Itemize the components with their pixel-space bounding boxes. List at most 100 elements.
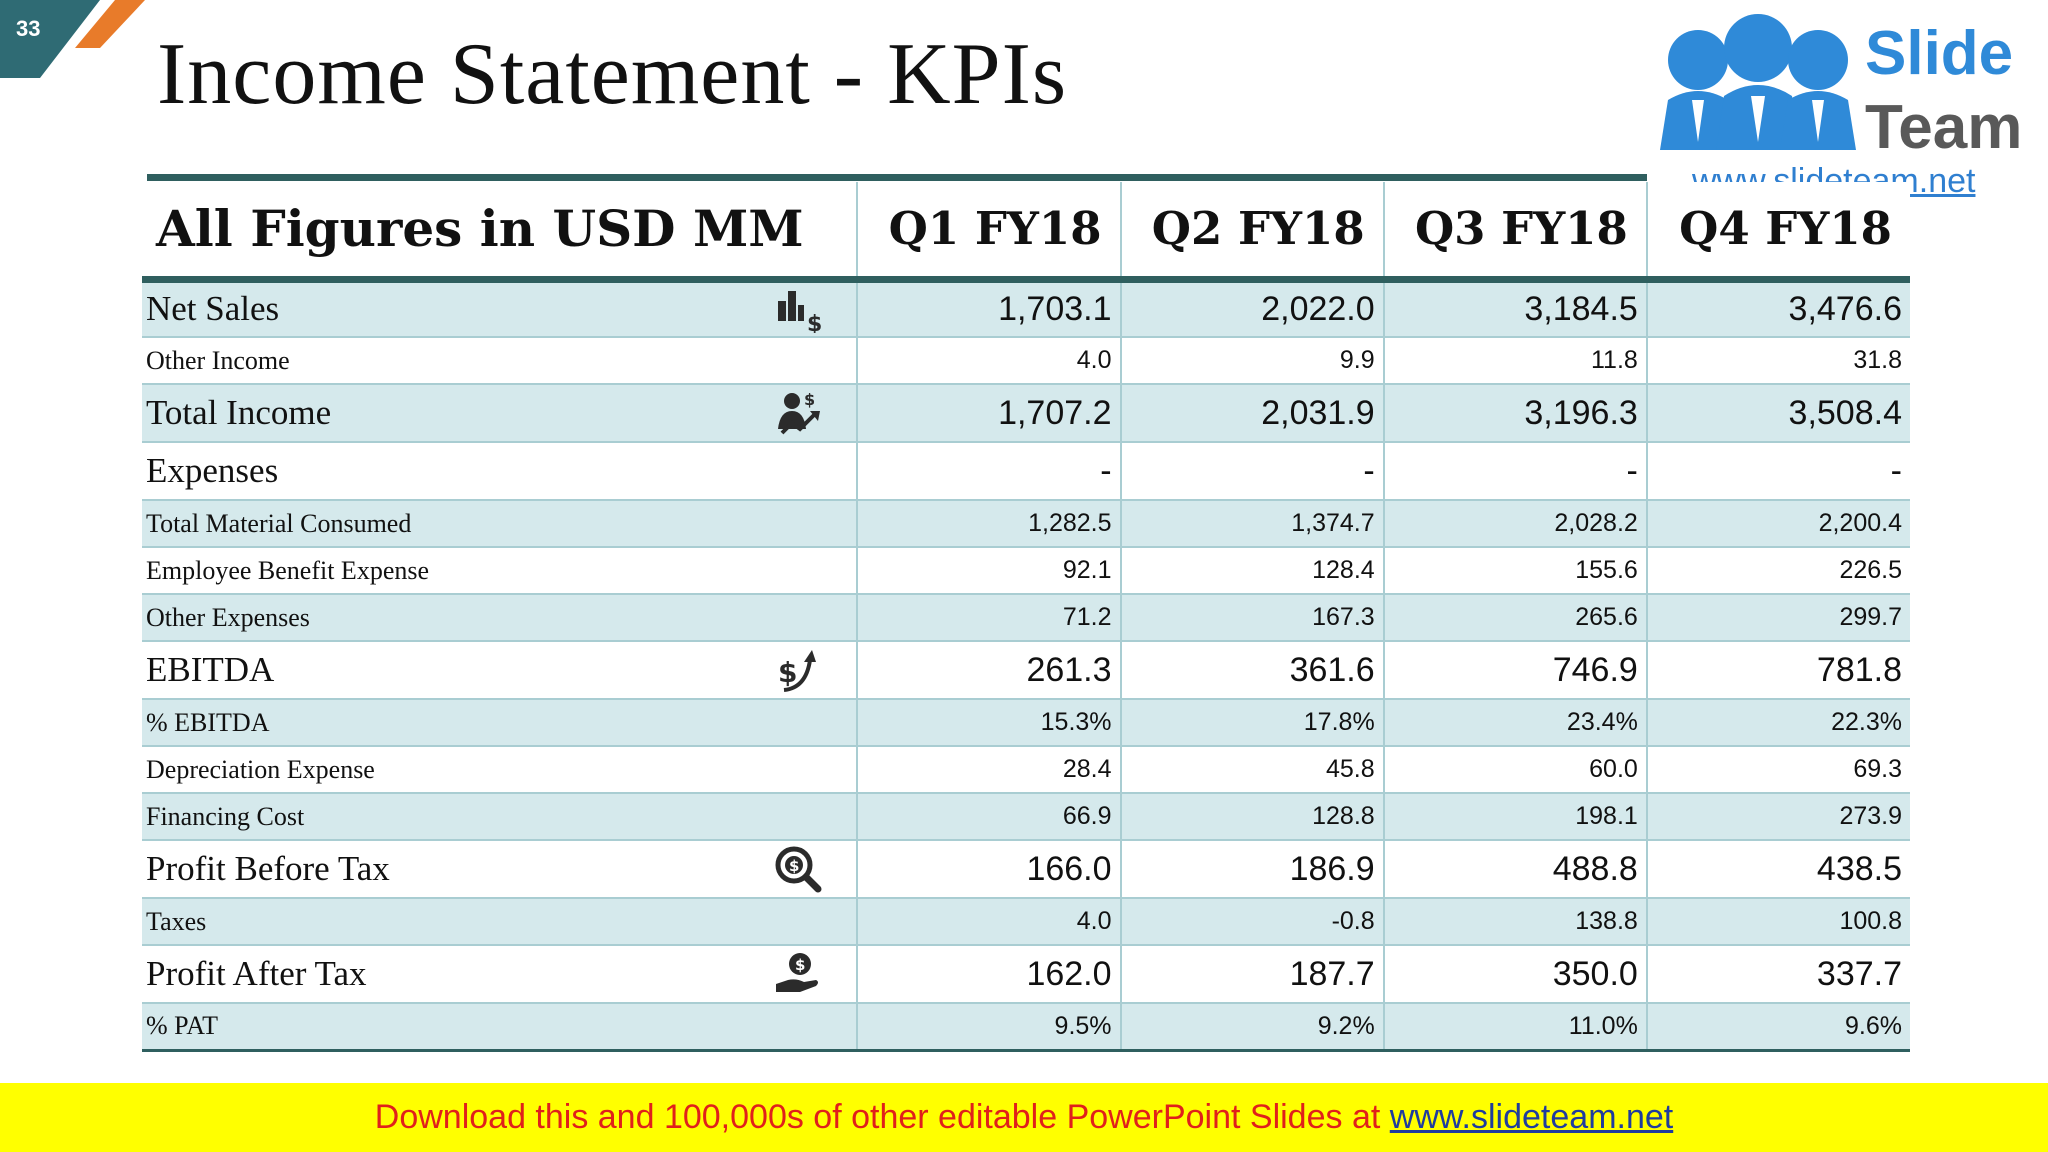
team-people-icon [1660,14,1856,150]
cell-q2: 128.4 [1119,547,1384,595]
svg-text:$: $ [778,656,797,689]
svg-text:$: $ [807,312,822,333]
row-label-text: Other Expenses [146,602,310,632]
row-label-text: Depreciation Expense [146,754,375,784]
bar-chart-dollar-icon: $ [778,291,822,333]
cell-q2: 17.8% [1119,699,1384,747]
cell-q2: 2,022.0 [1119,279,1384,338]
income-statement-table: All Figures in USD MM Q1 FY18 Q2 FY18 Q3… [142,182,1910,1052]
row-label: Other Expenses [142,594,858,642]
cell-q2: -0.8 [1119,898,1384,946]
cell-q3: 2,028.2 [1382,500,1647,548]
cell-q1: 9.5% [856,1003,1121,1052]
row-label-text: Total Material Consumed [146,508,412,538]
cell-q3: 198.1 [1382,793,1647,841]
cell-q4: 3,508.4 [1645,384,1910,443]
cell-q1: 1,707.2 [856,384,1121,443]
table-row: EBITDA $261.3 361.6 746.9 781.8 [142,641,1910,700]
person-dollar-growth-icon: $ [778,390,821,435]
cell-q3: 746.9 [1382,641,1647,700]
logo-word-team: Team [1865,93,2023,162]
column-header-q1: Q1 FY18 [856,182,1121,283]
table-row: Taxes 4.0 -0.8 138.8 100.8 [142,898,1910,946]
cell-q3: 11.0% [1382,1003,1647,1052]
row-label-text: Profit Before Tax [146,849,390,888]
column-header-q4: Q4 FY18 [1645,182,1910,283]
cell-q3: 23.4% [1382,699,1647,747]
cell-q2: 186.9 [1119,840,1384,899]
cell-q2: 128.8 [1119,793,1384,841]
cell-q2: 45.8 [1119,746,1384,794]
table-row: Financing Cost 66.9 128.8 198.1 273.9 [142,793,1910,841]
row-label-text: Profit After Tax [146,954,367,993]
logo-word-slide: Slide [1865,19,2014,88]
table-row: Expenses - - - - [142,442,1910,501]
row-label: EBITDA $ [142,641,858,700]
table-header-row: All Figures in USD MM Q1 FY18 Q2 FY18 Q3… [142,182,1910,283]
cell-q2: - [1119,442,1384,501]
cell-q1: 15.3% [856,699,1121,747]
cell-q4: 337.7 [1645,945,1910,1004]
cell-q2: 9.2% [1119,1003,1384,1052]
cell-q4: 69.3 [1645,746,1910,794]
slideteam-logo: Slide Team www.slideteam.net [1640,0,2048,200]
hand-holding-dollar-icon: $ [776,953,819,992]
cell-q1: 71.2 [856,594,1121,642]
cell-q4: 2,200.4 [1645,500,1910,548]
cell-q3: - [1382,442,1647,501]
cell-q3: 3,184.5 [1382,279,1647,338]
slide-number-shape [0,0,145,78]
table-row: Other Expenses 71.2 167.3 265.6 299.7 [142,594,1910,642]
cell-q4: 9.6% [1645,1003,1910,1052]
dollar-magnifier-icon: $ [775,846,822,893]
row-label-text: Other Income [146,345,290,375]
cell-q4: 438.5 [1645,840,1910,899]
cell-q3: 3,196.3 [1382,384,1647,443]
slide-number-tab: 33 [0,0,145,78]
table-row: Depreciation Expense 28.4 45.8 60.0 69.3 [142,746,1910,794]
row-label-text: EBITDA [146,650,275,689]
table-row: Net Sales $1,703.1 2,022.0 3,184.5 3,476.6 [142,279,1910,338]
cell-q1: - [856,442,1121,501]
row-label: Total Income $ [142,384,858,443]
row-label-text: Total Income [146,393,332,432]
row-label: Net Sales $ [142,279,858,338]
title-divider [147,174,1647,181]
cell-q3: 155.6 [1382,547,1647,595]
units-header: All Figures in USD MM [142,182,858,283]
svg-text:$: $ [804,390,815,409]
row-label-text: Expenses [146,451,279,490]
slide-number: 33 [16,16,41,41]
cell-q1: 1,282.5 [856,500,1121,548]
row-label: % EBITDA [142,699,858,747]
cell-q1: 166.0 [856,840,1121,899]
cell-q4: - [1645,442,1910,501]
cell-q1: 1,703.1 [856,279,1121,338]
svg-text:$: $ [789,857,799,875]
table-row: Total Income $1,707.2 2,031.9 3,196.3 3,508.… [142,384,1910,443]
cell-q4: 781.8 [1645,641,1910,700]
cell-q4: 226.5 [1645,547,1910,595]
cell-q3: 265.6 [1382,594,1647,642]
banner-link[interactable]: www.slideteam.net [1389,1098,1674,1136]
banner-text: Download this and 100,000s of other edit… [374,1098,1390,1136]
row-label: % PAT [142,1003,858,1052]
row-label-text: % PAT [146,1011,219,1041]
download-banner: Download this and 100,000s of other edit… [0,1083,2048,1152]
table-row: Other Income 4.0 9.9 11.8 31.8 [142,337,1910,385]
row-label-text: Taxes [146,906,207,936]
cell-q3: 60.0 [1382,746,1647,794]
cell-q1: 162.0 [856,945,1121,1004]
cell-q1: 28.4 [856,746,1121,794]
row-label: Other Income [142,337,858,385]
cell-q1: 92.1 [856,547,1121,595]
column-header-q3: Q3 FY18 [1382,182,1647,283]
table-row: Total Material Consumed 1,282.5 1,374.7 2,0… [142,500,1910,548]
cell-q2: 167.3 [1119,594,1384,642]
row-label-text: Financing Cost [146,801,305,831]
cell-q1: 261.3 [856,641,1121,700]
row-label-text: Employee Benefit Expense [146,555,430,585]
row-label: Profit After Tax $ [142,945,858,1004]
page-title: Income Statement - KPIs [157,26,1068,123]
row-label-text: % EBITDA [146,707,270,737]
